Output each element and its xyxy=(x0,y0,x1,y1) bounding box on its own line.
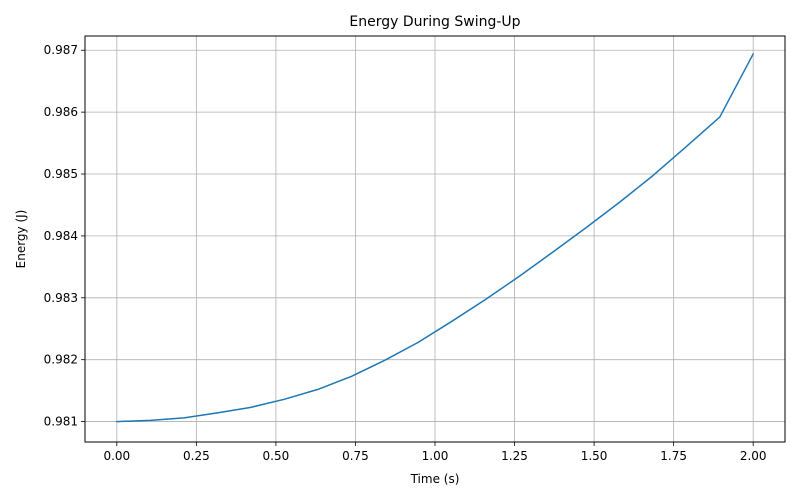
grid-layer xyxy=(85,36,785,442)
energy-series-line xyxy=(116,53,754,423)
x-tick-label: 1.75 xyxy=(660,449,687,463)
x-tick-label: 1.25 xyxy=(501,449,528,463)
x-tick-label: 0.25 xyxy=(183,449,210,463)
y-tick-label: 0.981 xyxy=(44,415,78,429)
y-tick-label: 0.987 xyxy=(44,43,78,57)
x-tick-label: 0.75 xyxy=(342,449,369,463)
y-tick-label: 0.986 xyxy=(44,105,78,119)
x-tick-label: 1.00 xyxy=(422,449,449,463)
y-tick-label: 0.985 xyxy=(44,167,78,181)
y-tick-label: 0.984 xyxy=(44,229,78,243)
y-tick-label: 0.983 xyxy=(44,291,78,305)
x-tick-label: 2.00 xyxy=(740,449,767,463)
tick-layer: 0.00 0.25 0.50 0.75 1.00 1.25 1.50 1.75 2.00 0.98… xyxy=(44,43,767,463)
chart-title: Energy During Swing-Up xyxy=(349,14,520,30)
line-layer xyxy=(116,53,754,423)
x-tick-label: 0.50 xyxy=(263,449,290,463)
x-tick-label: 0.00 xyxy=(103,449,130,463)
x-tick-label: 1.50 xyxy=(581,449,608,463)
y-axis-title: Energy (J) xyxy=(14,210,28,269)
y-tick-label: 0.982 xyxy=(44,353,78,367)
x-axis-title: Time (s) xyxy=(410,472,460,486)
